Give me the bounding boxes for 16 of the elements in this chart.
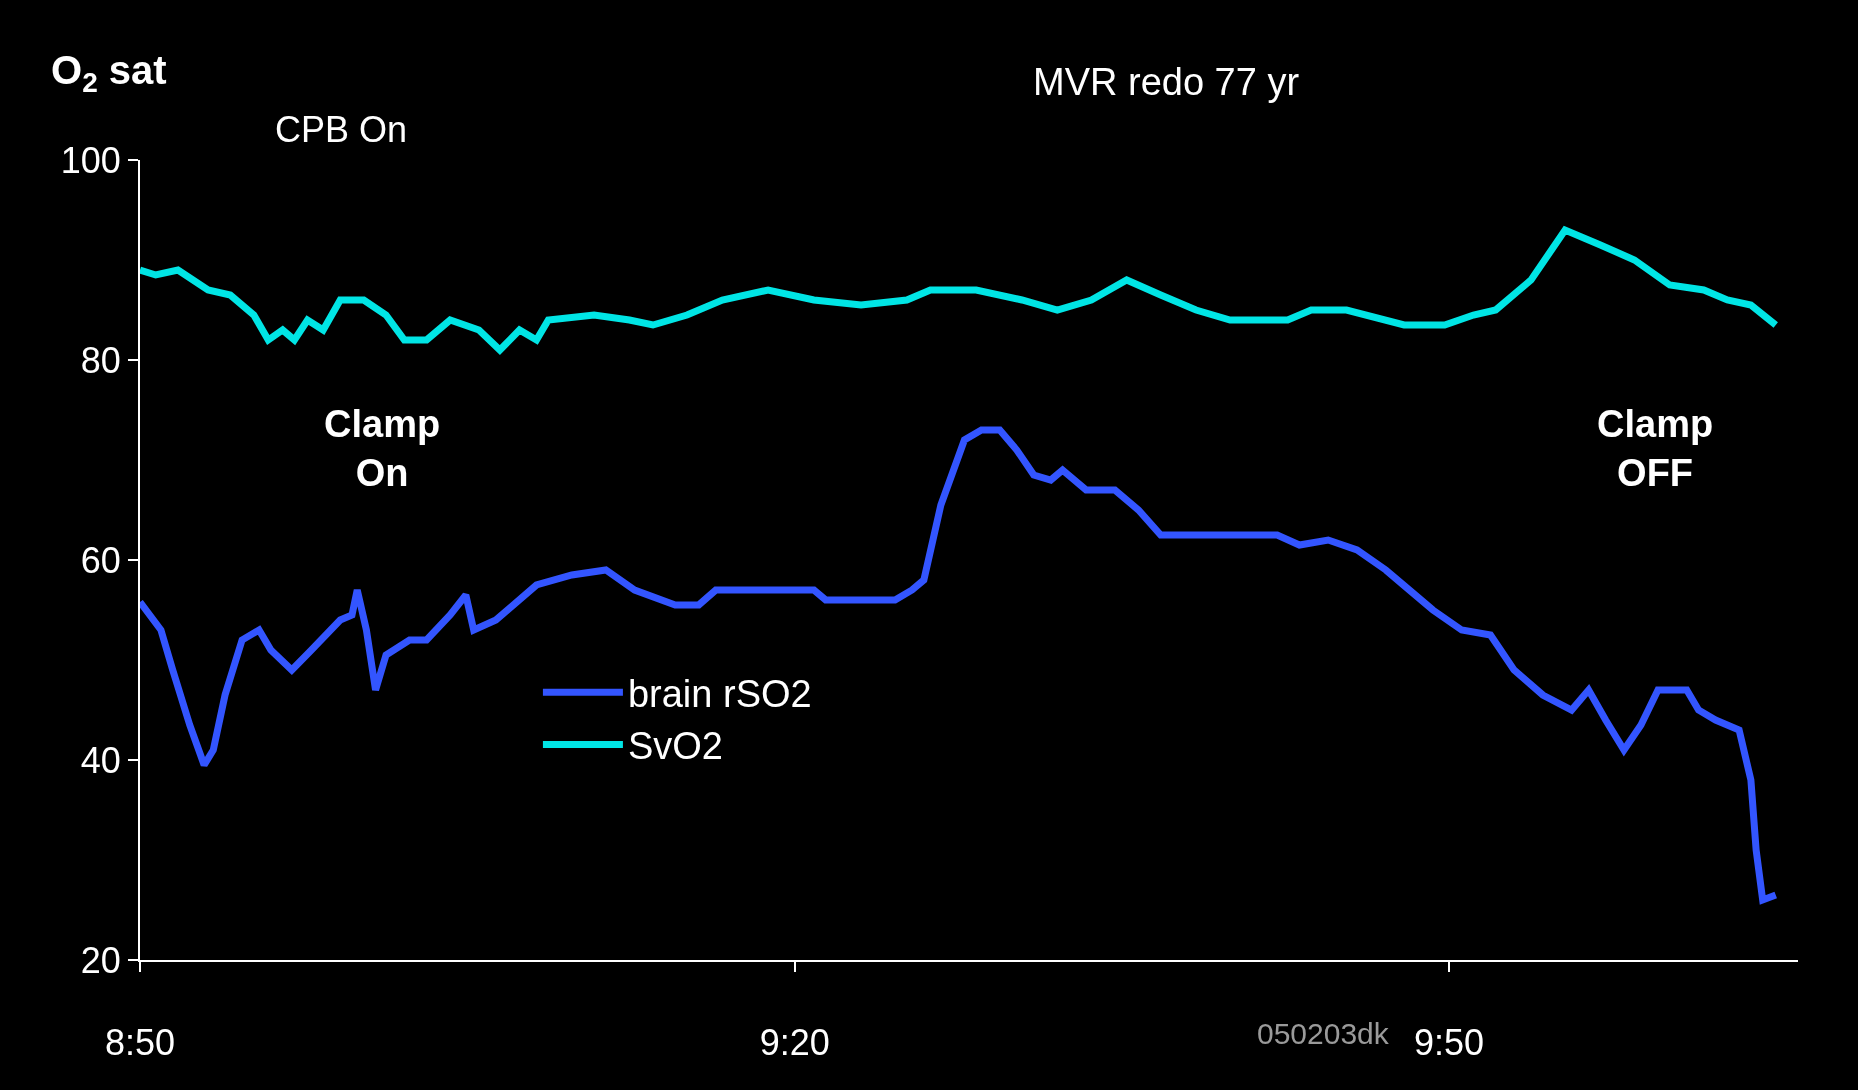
y-tick-label: 100: [60, 139, 121, 181]
chart-title: MVR redo 77 yr: [1033, 61, 1300, 103]
legend-label: SvO2: [627, 725, 723, 768]
y-tick-label: 60: [80, 539, 121, 581]
y-tick-label: 20: [80, 939, 121, 981]
x-tick-label: 8:50: [104, 1022, 176, 1064]
y-tick-label: 80: [80, 339, 121, 381]
annotation: Clamp On: [324, 403, 441, 495]
annotation: Clamp OFF: [1597, 403, 1714, 495]
y-tick-label: 40: [80, 739, 121, 781]
text: CPB On: [275, 109, 408, 150]
legend-label: brain rSO2: [627, 673, 812, 716]
text: 050203dk: [1257, 1017, 1390, 1050]
x-tick-label: 9:50: [1413, 1022, 1485, 1064]
x-tick-label: 9:20: [759, 1022, 830, 1064]
y-axis-title: O$_{2}$ sat: [51, 48, 167, 99]
